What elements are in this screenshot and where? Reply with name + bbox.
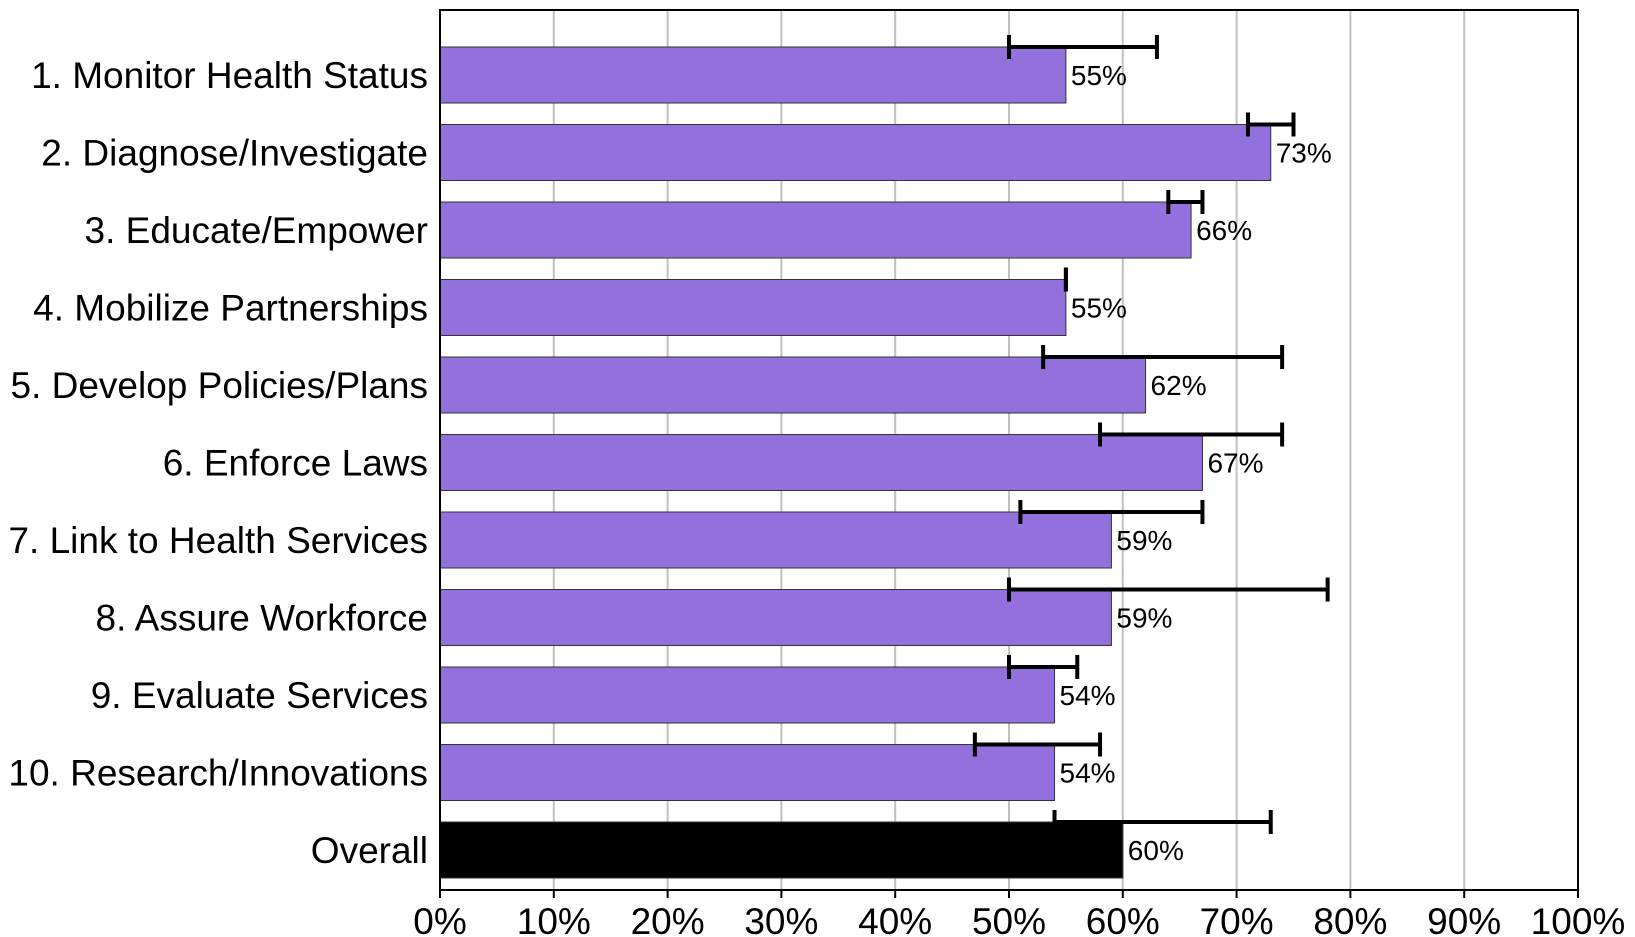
bar	[439, 201, 1192, 259]
data-label: 73%	[1276, 138, 1332, 169]
x-tick-label: 10%	[517, 901, 591, 937]
data-label: 55%	[1071, 293, 1127, 324]
category-label: Overall	[311, 830, 428, 871]
data-label: 60%	[1128, 835, 1184, 866]
category-label: 6. Enforce Laws	[163, 443, 428, 484]
bar	[439, 744, 1056, 801]
category-label: 2. Diagnose/Investigate	[41, 133, 428, 174]
bar	[439, 434, 1203, 491]
x-tick-label: 70%	[1200, 901, 1274, 937]
x-tick-label: 80%	[1313, 901, 1387, 937]
category-labels: 1. Monitor Health Status 2. Diagnose/Inve…	[8, 55, 428, 871]
overall-bar	[439, 821, 1124, 879]
x-tick-label: 60%	[1086, 901, 1160, 937]
data-label: 54%	[1060, 758, 1116, 789]
category-label: 5. Develop Policies/Plans	[11, 365, 429, 406]
x-tick-labels: 0% 10% 20% 30% 40% 50% 60% 70% 80% 90% 100%	[413, 901, 1625, 937]
category-label: 3. Educate/Empower	[85, 210, 428, 251]
data-label: 54%	[1060, 680, 1116, 711]
category-label: 4. Mobilize Partnerships	[33, 288, 428, 329]
data-label: 55%	[1071, 60, 1127, 91]
data-label: 59%	[1116, 525, 1172, 556]
x-tick-label: 100%	[1531, 901, 1626, 937]
category-label: 9. Evaluate Services	[91, 675, 428, 716]
bar	[439, 589, 1112, 646]
bars	[439, 46, 1272, 879]
bar	[439, 46, 1067, 104]
x-tick-label: 40%	[858, 901, 932, 937]
data-labels: 55% 73% 66% 55% 62% 67% 59% 59% 54% 54% 60%	[1060, 60, 1332, 866]
category-label: 8. Assure Workforce	[96, 598, 428, 639]
x-tick-label: 30%	[744, 901, 818, 937]
data-label: 67%	[1207, 448, 1263, 479]
bar	[439, 511, 1112, 569]
plot-frame	[439, 9, 1579, 891]
bar	[439, 124, 1272, 181]
category-label: 1. Monitor Health Status	[31, 55, 428, 96]
data-label: 62%	[1151, 370, 1207, 401]
bar	[439, 666, 1056, 724]
bar	[439, 356, 1147, 414]
x-tick-label: 0%	[413, 901, 466, 937]
bar	[439, 279, 1067, 336]
data-label: 59%	[1116, 603, 1172, 634]
x-tick-label: 90%	[1427, 901, 1501, 937]
category-label: 7. Link to Health Services	[8, 520, 428, 561]
category-label: 10. Research/Innovations	[8, 753, 428, 794]
x-tick-label: 50%	[972, 901, 1046, 937]
x-tick-label: 20%	[631, 901, 705, 937]
error-bars	[972, 35, 1330, 834]
data-label: 66%	[1196, 215, 1252, 246]
